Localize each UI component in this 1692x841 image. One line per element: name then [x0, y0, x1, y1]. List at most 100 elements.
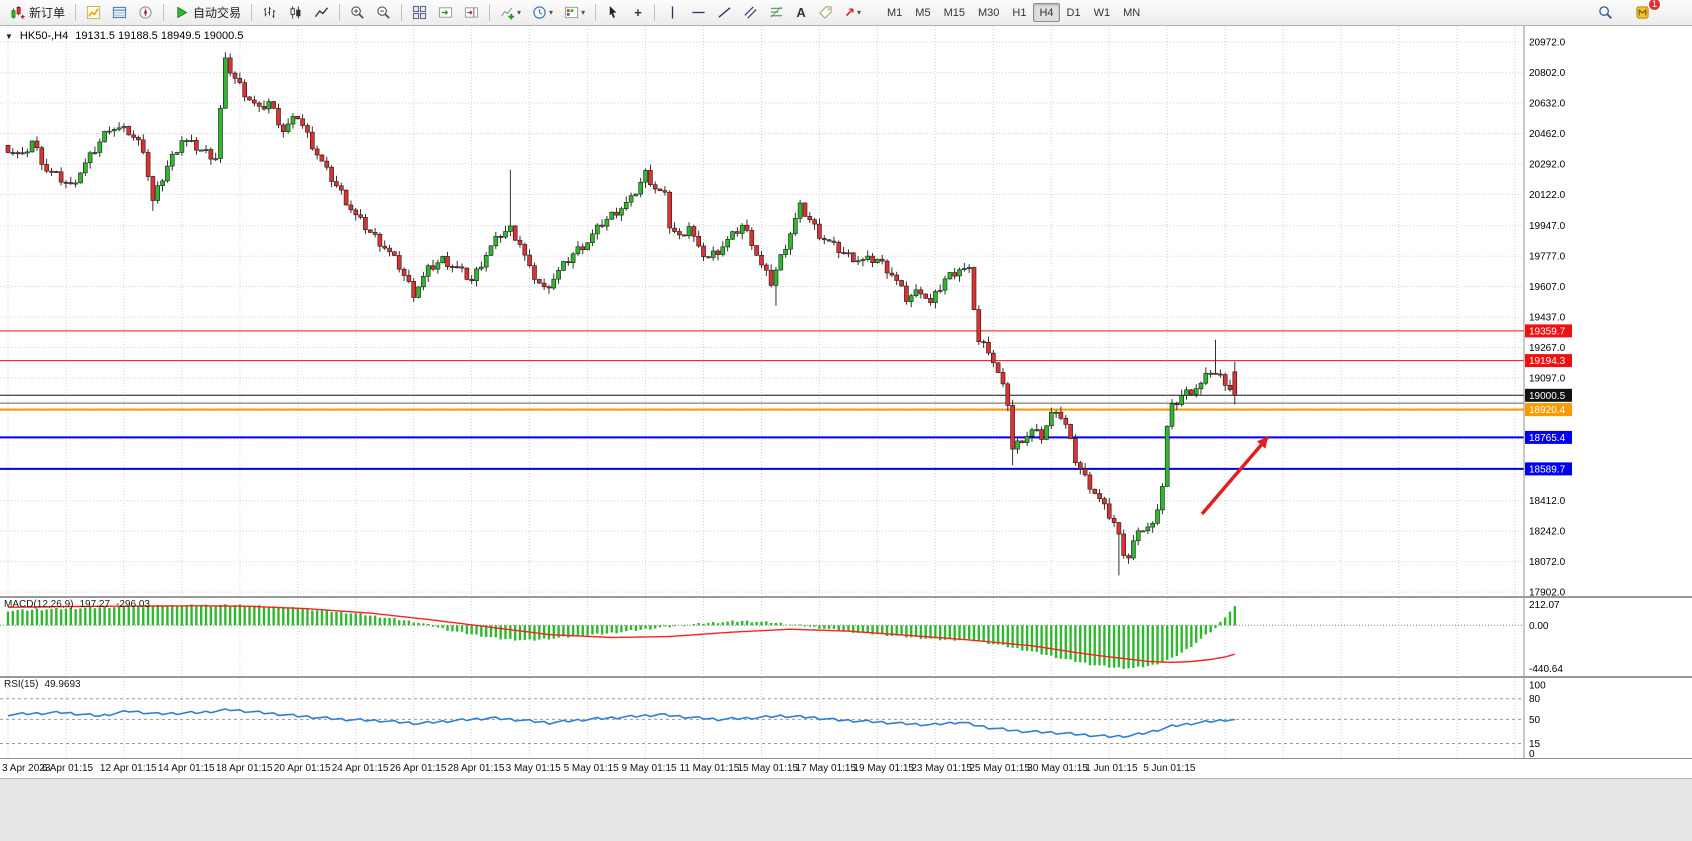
svg-text:-440.64: -440.64 [1529, 664, 1563, 675]
timeframe-d1[interactable]: D1 [1066, 6, 1081, 19]
autotrading-play-icon [177, 6, 188, 19]
main-toolbar: 新订单 自动交易 [0, 0, 1692, 26]
vertical-line-icon [671, 6, 674, 19]
rsi-chart: 100 80 50 150 [0, 678, 1546, 758]
svg-text:19194.3: 19194.3 [1529, 356, 1566, 367]
rsi-name: RSI(15) [4, 679, 39, 690]
bar-chart-button[interactable] [257, 2, 282, 24]
cursor-button[interactable] [601, 2, 626, 24]
new-order-label: 新订单 [29, 6, 66, 20]
chart-symbol-timeframe: HK50-,H4 [19, 30, 69, 42]
text-tool-icon: A [796, 5, 806, 20]
time-axis-label: 3 Apr 2023 [2, 763, 51, 774]
resistance-line-1-price-tag: 19359.7 [1525, 324, 1572, 338]
zoom-in-button[interactable] [345, 2, 370, 24]
rsi-grid [7, 678, 1516, 758]
svg-text:19947.0: 19947.0 [1529, 221, 1566, 232]
market-watch-button[interactable] [81, 2, 106, 24]
vertical-line-button[interactable] [660, 2, 685, 24]
svg-text:18589.7: 18589.7 [1529, 464, 1566, 475]
support-line-2-price-tag: 18589.7 [1525, 462, 1572, 476]
community-icon [1636, 6, 1649, 19]
timeframe-h1[interactable]: H1 [1012, 6, 1027, 19]
chart-title: ▼ HK50-,H4 19131.5 19188.5 18949.5 19000… [5, 30, 243, 42]
chart-ohlc-values: 19131.5 19188.5 18949.5 19000.5 [75, 30, 244, 42]
data-window-button[interactable] [107, 2, 132, 24]
rsi-value: 49.9693 [44, 679, 81, 690]
time-axis[interactable]: 3 Apr 2023 6 Apr 01:15 12 Apr 01:15 14 Apr … [0, 758, 1692, 778]
svg-text:100: 100 [1529, 680, 1546, 691]
crosshair-icon: + [634, 5, 642, 20]
timeframe-m1[interactable]: M1 [887, 6, 903, 19]
timeframe-m15[interactable]: M15 [943, 6, 965, 19]
tile-windows-button[interactable] [407, 2, 432, 24]
navigator-icon [139, 6, 152, 19]
timeframe-h4[interactable]: H4 [1033, 3, 1060, 22]
time-axis-label: 9 May 01:15 [621, 763, 677, 774]
svg-text:20462.0: 20462.0 [1529, 129, 1566, 140]
label-tag-icon [819, 6, 832, 19]
one-click-trading-toggle[interactable]: ▼ [5, 31, 13, 41]
autotrading-button[interactable]: 自动交易 [169, 2, 246, 24]
time-axis-label: 25 May 01:15 [969, 763, 1030, 774]
svg-text:0.00: 0.00 [1529, 621, 1549, 632]
candlestick-button[interactable] [283, 2, 308, 24]
search-icon [1599, 6, 1612, 19]
svg-text:19359.7: 19359.7 [1529, 326, 1566, 337]
channel-button[interactable] [738, 2, 763, 24]
notifications-button[interactable]: 1 [1630, 0, 1661, 24]
timeframe-m5[interactable]: M5 [915, 6, 931, 19]
svg-text:19267.0: 19267.0 [1529, 343, 1566, 354]
chevron-down-icon: ▾ [856, 8, 861, 17]
candles-layer [5, 52, 1238, 576]
timeframe-mn[interactable]: MN [1123, 6, 1141, 19]
label-tool-button[interactable] [813, 2, 838, 24]
auto-scroll-icon [438, 7, 453, 18]
panel-separator[interactable] [0, 596, 1692, 598]
svg-text:19000.5: 19000.5 [1529, 391, 1566, 402]
arrow-tool-icon: ↗ [844, 5, 855, 20]
crosshair-button[interactable]: + [627, 2, 649, 24]
periods-button[interactable]: ▾ [527, 2, 558, 24]
line-chart-icon [314, 7, 329, 18]
trend-arrow-annotation[interactable] [1200, 435, 1270, 516]
text-tool-button[interactable]: A [790, 2, 812, 24]
svg-text:50: 50 [1529, 715, 1541, 726]
timeframe-toolbar: M1 M5 M15 M30 H1 H4 D1 W1 MN [881, 3, 1146, 22]
main-price-chart: 20972.0 20802.0 20632.0 20462.0 20292.0 20122… [0, 26, 1572, 596]
zoom-out-button[interactable] [371, 2, 396, 24]
time-axis-label: 17 May 01:15 [795, 763, 857, 774]
status-bar [0, 778, 1692, 841]
search-button[interactable] [1593, 2, 1618, 24]
svg-text:18072.0: 18072.0 [1529, 557, 1566, 568]
svg-text:15: 15 [1529, 739, 1541, 750]
price-axis: 20972.0 20802.0 20632.0 20462.0 20292.0 20122… [1523, 26, 1572, 596]
new-order-icon [11, 5, 25, 19]
svg-text:20292.0: 20292.0 [1529, 159, 1566, 170]
timeframe-w1[interactable]: W1 [1093, 6, 1111, 19]
line-chart-button[interactable] [309, 2, 334, 24]
navigator-button[interactable] [133, 2, 158, 24]
fibonacci-button[interactable] [764, 2, 789, 24]
data-window-icon [112, 6, 127, 19]
svg-text:19437.0: 19437.0 [1529, 313, 1566, 324]
toolbar-right-group: 1 [1593, 0, 1661, 24]
trendline-button[interactable] [712, 2, 737, 24]
macd-chart: 212.07 0.00 -440.64 [0, 598, 1563, 676]
timeframe-m30[interactable]: M30 [977, 6, 1000, 19]
arrows-tool-button[interactable]: ↗ ▾ [839, 2, 866, 24]
svg-text:19097.0: 19097.0 [1529, 374, 1566, 385]
time-axis-label: 6 Apr 01:15 [41, 763, 94, 774]
chart-shift-button[interactable] [459, 2, 484, 24]
templates-button[interactable]: ▾ [559, 2, 590, 24]
horizontal-line-button[interactable] [686, 2, 711, 24]
indicators-button[interactable]: ▾ [495, 2, 526, 24]
auto-scroll-button[interactable] [433, 2, 458, 24]
svg-text:80: 80 [1529, 694, 1541, 705]
macd-panel: 212.07 0.00 -440.64 MACD(12,26,9) 197.27 -… [0, 598, 1692, 676]
zoom-out-icon [377, 6, 390, 19]
svg-text:17902.0: 17902.0 [1529, 588, 1566, 596]
panel-separator[interactable] [0, 676, 1692, 678]
svg-text:18412.0: 18412.0 [1529, 496, 1566, 507]
new-order-button[interactable]: 新订单 [5, 2, 70, 24]
